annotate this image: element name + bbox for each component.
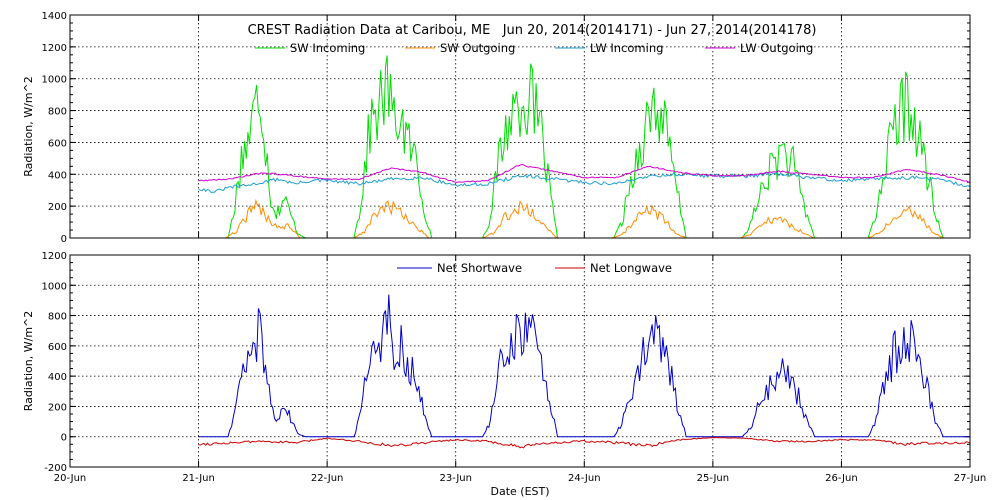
y-tick-label: 1400 [42,11,67,22]
y-axis-label: Radiation, W/m^2 [22,76,35,177]
x-tick-labels: 20-Jun 21-Jun 22-Jun 23-Jun 24-Jun 25-Jun 26-J… [54,473,987,484]
x-tick-label: 22-Jun [311,473,344,484]
plot-frame [69,254,971,468]
plot-frame [69,14,971,239]
x-tick-label: 27-Jun [954,473,987,484]
series-line-lw-incoming [198,172,970,193]
y-tick-label: 0 [61,234,67,245]
y-tick-label: 1000 [42,281,67,292]
legend-label-lw-outgoing: LW Outgoing [740,41,813,55]
legend-label-net-shortwave: Net Shortwave [437,261,522,275]
series-line-sw-incoming [198,55,970,238]
y-tick-label: 1200 [42,251,67,262]
x-tick-label: 20-Jun [54,473,87,484]
legend-label-net-longwave: Net Longwave [590,261,672,275]
series-line-net-shortwave [198,294,970,438]
x-tick-label: 26-Jun [825,473,858,484]
y-tick-label: 400 [48,372,67,383]
y-tick-label: 200 [48,402,67,413]
y-tick-label: 400 [48,170,67,181]
legend-label-sw-incoming: SW Incoming [290,41,365,55]
y-tick-label: 200 [48,202,67,213]
x-tick-label: 23-Jun [439,473,472,484]
y-axis-label: Radiation, W/m^2 [22,311,35,412]
y-tick-label: 600 [48,138,67,149]
y-tick-label: 800 [48,312,67,323]
y-tick-label: 1200 [42,43,67,54]
y-tick-label: 1000 [42,75,67,86]
series-line-net-longwave [198,436,970,449]
y-tick-label: 600 [48,342,67,353]
legend-label-sw-outgoing: SW Outgoing [440,41,515,55]
y-tick-label: 800 [48,107,67,118]
legend-label-lw-incoming: LW Incoming [590,41,663,55]
y-tick-label: 0 [61,433,67,444]
top-panel-radiation-components: 0 200 400 600 800 1000 1200 1400 SW Incoming SW O… [22,11,971,245]
y-tick-label: -200 [44,463,67,474]
bottom-panel-net-radiation: -200 0 200 400 600 800 1000 1200 Net Shortwave Ne… [22,251,971,474]
x-tick-label: 24-Jun [568,473,601,484]
series-line-lw-outgoing [198,163,970,183]
chart-title: CREST Radiation Data at Caribou, ME Jun … [248,23,817,38]
x-tick-label: 21-Jun [182,473,215,484]
x-axis-label: Date (EST) [490,485,549,498]
x-tick-label: 25-Jun [697,473,730,484]
